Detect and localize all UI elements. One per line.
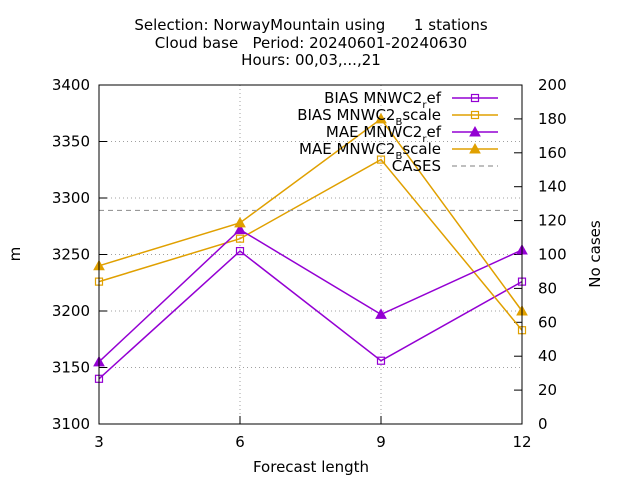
y2-tick-label: 40 xyxy=(538,347,557,365)
data-point-square xyxy=(376,356,386,365)
y2-tick-label: 60 xyxy=(538,313,557,331)
data-point-square xyxy=(235,234,245,243)
legend-label: BIAS MNWC2Bscale xyxy=(297,106,441,128)
series-1 xyxy=(94,247,527,383)
legend-label: BIAS MNWC2ref xyxy=(324,89,442,111)
y-tick-label: 3100 xyxy=(52,415,90,433)
y2-tick-label: 140 xyxy=(538,178,567,196)
data-point-square xyxy=(235,247,245,256)
y-tick-label: 3300 xyxy=(52,189,90,207)
legend-label-subscript: r xyxy=(422,100,427,111)
y2-tick-label: 200 xyxy=(538,76,567,94)
legend-label: MAE MNWC2Bscale xyxy=(299,140,441,162)
data-point-triangle xyxy=(375,308,387,319)
y2-axis-label: No cases xyxy=(586,220,604,288)
data-point-triangle xyxy=(375,112,387,124)
legend-label: MAE MNWC2ref xyxy=(326,123,442,145)
axis-ticks: 3100315032003250330033503400020406080100… xyxy=(52,76,567,451)
x-tick-label: 6 xyxy=(235,433,245,451)
y-axis-label: m xyxy=(6,247,24,262)
x-axis-label: Forecast length xyxy=(253,458,369,476)
x-tick-label: 9 xyxy=(376,433,386,451)
chart-title: Selection: NorwayMountain using 1 statio… xyxy=(134,16,488,69)
y-tick-label: 3200 xyxy=(52,302,90,320)
y-tick-label: 3150 xyxy=(52,359,90,377)
legend-entry-1: BIAS MNWC2ref xyxy=(324,89,498,111)
legend-label-tail: scale xyxy=(402,140,441,158)
legend-label-subscript: B xyxy=(395,117,402,128)
data-point-triangle xyxy=(234,223,246,235)
series-4 xyxy=(93,112,528,316)
series-line xyxy=(98,228,523,363)
y-tick-label: 3400 xyxy=(52,76,90,94)
chart-title-line-2: Cloud base Period: 20240601-20240630 xyxy=(155,34,467,52)
legend-label-subscript: r xyxy=(422,134,427,145)
legend-label-tail: ef xyxy=(426,89,441,107)
grid-lines xyxy=(99,85,522,424)
series-line xyxy=(98,117,523,312)
series-2 xyxy=(94,155,527,335)
x-tick-label: 3 xyxy=(94,433,104,451)
legend-label: CASES xyxy=(392,157,441,175)
legend-label-tail: ef xyxy=(426,123,441,141)
x-tick-label: 12 xyxy=(512,433,531,451)
legend-label-tail: scale xyxy=(402,106,441,124)
y-tick-label: 3250 xyxy=(52,246,90,264)
legend-label-subscript: B xyxy=(395,151,402,162)
data-point-square xyxy=(470,110,480,120)
y2-tick-label: 80 xyxy=(538,279,557,297)
y2-tick-label: 120 xyxy=(538,212,567,230)
legend-entry-2: BIAS MNWC2Bscale xyxy=(297,106,498,128)
data-point-triangle xyxy=(234,216,246,228)
series-3 xyxy=(93,223,528,367)
legend-entry-4: MAE MNWC2Bscale xyxy=(299,140,498,162)
chart-title-line-3: Hours: 00,03,...,21 xyxy=(241,51,381,69)
series-line xyxy=(98,158,523,331)
data-series xyxy=(93,112,528,383)
chart-title-line-1: Selection: NorwayMountain using 1 statio… xyxy=(134,16,488,34)
y2-tick-label: 160 xyxy=(538,144,567,162)
data-point-triangle xyxy=(469,142,481,154)
data-point-square xyxy=(470,93,480,103)
y2-tick-label: 100 xyxy=(538,246,567,264)
series-line xyxy=(98,250,523,380)
legend-entry-5: CASES xyxy=(392,157,498,175)
y2-tick-label: 180 xyxy=(538,110,567,128)
data-point-triangle xyxy=(469,125,481,137)
y2-tick-label: 0 xyxy=(538,415,548,433)
legend-entry-3: MAE MNWC2ref xyxy=(326,123,498,145)
y-tick-label: 3350 xyxy=(52,133,90,151)
y2-tick-label: 20 xyxy=(538,381,557,399)
plot-frame xyxy=(98,84,523,425)
data-point-square xyxy=(376,155,386,164)
